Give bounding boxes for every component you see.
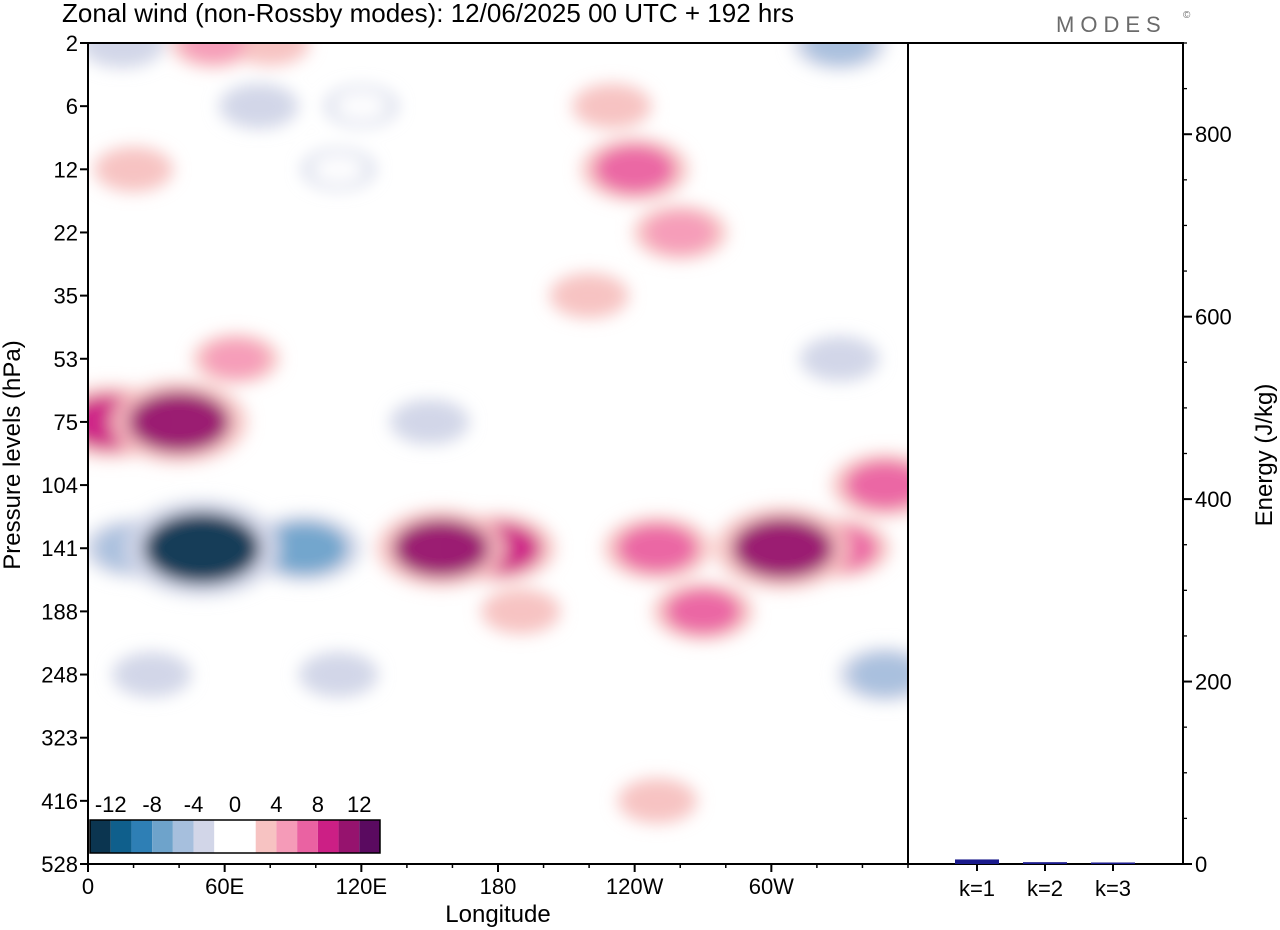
heatmap-blob — [732, 517, 834, 579]
y-tick-label: 35 — [54, 284, 78, 309]
colorbar-swatch — [110, 820, 132, 853]
energy-axis-label: Energy (J/kg) — [1251, 384, 1278, 527]
y-axis-label: Pressure levels (hPa) — [0, 340, 26, 569]
heatmap-background — [88, 43, 908, 864]
energy-bars: k=1 k=2 k=3 — [955, 859, 1135, 901]
colorbar-tick-label: 0 — [229, 792, 241, 817]
colorbar-tick-label: -12 — [95, 792, 127, 817]
heatmap-blob — [89, 43, 155, 62]
modes-logo: MODES — [1056, 12, 1167, 37]
energy-category-label: k=1 — [959, 876, 995, 901]
colorbar-swatch — [214, 820, 235, 853]
energy-tick-label: 600 — [1195, 305, 1232, 330]
heatmap-blob — [850, 654, 908, 696]
energy-tick-label: 0 — [1195, 852, 1207, 877]
heatmap-blob — [308, 657, 369, 692]
x-axis-label: Longitude — [445, 901, 550, 928]
y-axis: 2 6 12 22 35 53 75 104 141 188 248 323 416 528 — [41, 31, 88, 877]
heatmap-blob — [627, 783, 688, 818]
energy-category-label: k=3 — [1095, 876, 1131, 901]
colorbar-swatch — [317, 820, 339, 853]
y-tick-label: 12 — [54, 157, 78, 182]
heatmap-blob — [393, 519, 490, 578]
heatmap-blob — [143, 512, 261, 585]
y-tick-label: 2 — [66, 31, 78, 56]
heatmap-blob — [311, 153, 366, 185]
colorbar-swatch — [276, 820, 298, 853]
colorbar-swatch — [172, 820, 194, 853]
x-tick-label: 60W — [749, 874, 794, 899]
x-tick-label: 120W — [606, 874, 664, 899]
y-tick-label: 6 — [66, 94, 78, 119]
colorbar-tick-label: 4 — [270, 792, 282, 817]
y-tick-label: 75 — [54, 410, 78, 435]
heatmap-blob — [180, 43, 246, 62]
colorbar-swatch — [152, 820, 173, 853]
heatmap-blob — [594, 145, 675, 194]
heatmap-blob — [804, 43, 875, 64]
logo-mark: © — [1183, 10, 1191, 21]
energy-bar — [955, 859, 999, 864]
energy-panel-frame — [907, 42, 1184, 865]
y-tick-label: 416 — [41, 789, 78, 814]
heatmap-blob — [809, 341, 870, 376]
colorbar: -12 -8 -4 0 4 8 12 — [89, 792, 381, 854]
colorbar-swatch — [359, 820, 380, 853]
heatmap-blob — [103, 152, 164, 187]
colorbar-swatch — [193, 820, 215, 853]
x-tick-label: 180 — [480, 874, 517, 899]
heatmap-blob — [582, 89, 642, 124]
colorbar-tick-label: 12 — [347, 792, 371, 817]
heatmap-blob — [261, 522, 348, 574]
y-tick-label: 22 — [54, 220, 78, 245]
x-tick-label: 60E — [205, 874, 244, 899]
heatmap-blob — [334, 90, 389, 122]
y-tick-label: 141 — [41, 536, 78, 561]
colorbar-swatch — [90, 820, 111, 853]
colorbar-swatch — [338, 820, 360, 853]
energy-category-label: k=2 — [1027, 876, 1063, 901]
y-tick-label: 528 — [41, 852, 78, 877]
colorbar-frame — [89, 819, 381, 854]
y-tick-label: 188 — [41, 599, 78, 624]
energy-axis: 0 200 400 600 800 — [1183, 42, 1232, 877]
heatmap-blob — [490, 594, 551, 629]
energy-bar — [1091, 862, 1135, 864]
energy-bar — [1023, 862, 1067, 864]
colorbar-swatch — [131, 820, 153, 853]
heatmap-blob — [203, 339, 269, 378]
y-tick-label: 248 — [41, 663, 78, 688]
x-axis: 0 60E 120E 180 120W 60W — [82, 864, 909, 899]
heatmap-blob — [617, 524, 698, 573]
heatmap-blob — [128, 391, 230, 453]
energy-tick-label: 800 — [1195, 122, 1232, 147]
colorbar-tick-label: -8 — [142, 792, 162, 817]
colorbar-swatch — [297, 820, 318, 853]
chart-title: Zonal wind (non-Rossby modes): 12/06/202… — [62, 0, 794, 28]
colorbar-swatch — [255, 820, 277, 853]
heatmap-blob — [399, 404, 460, 440]
x-tick-label: 0 — [82, 874, 94, 899]
heatmap-blob — [665, 589, 741, 634]
energy-tick-label: 200 — [1195, 670, 1232, 695]
heatmap-blob — [229, 89, 289, 124]
heatmap-blob — [645, 211, 716, 253]
heatmap-blob — [121, 657, 182, 692]
y-tick-label: 323 — [41, 726, 78, 751]
heatmap-blob — [559, 278, 619, 313]
colorbar-tick-label: 8 — [312, 792, 324, 817]
heatmap-blob — [845, 461, 908, 509]
colorbar-tick-label: -4 — [184, 792, 204, 817]
colorbar-swatch — [235, 820, 256, 853]
y-tick-label: 104 — [41, 473, 78, 498]
energy-tick-label: 400 — [1195, 487, 1232, 512]
y-tick-label: 53 — [54, 347, 78, 372]
heatmap-field — [88, 43, 908, 864]
x-tick-label: 120E — [336, 874, 387, 899]
